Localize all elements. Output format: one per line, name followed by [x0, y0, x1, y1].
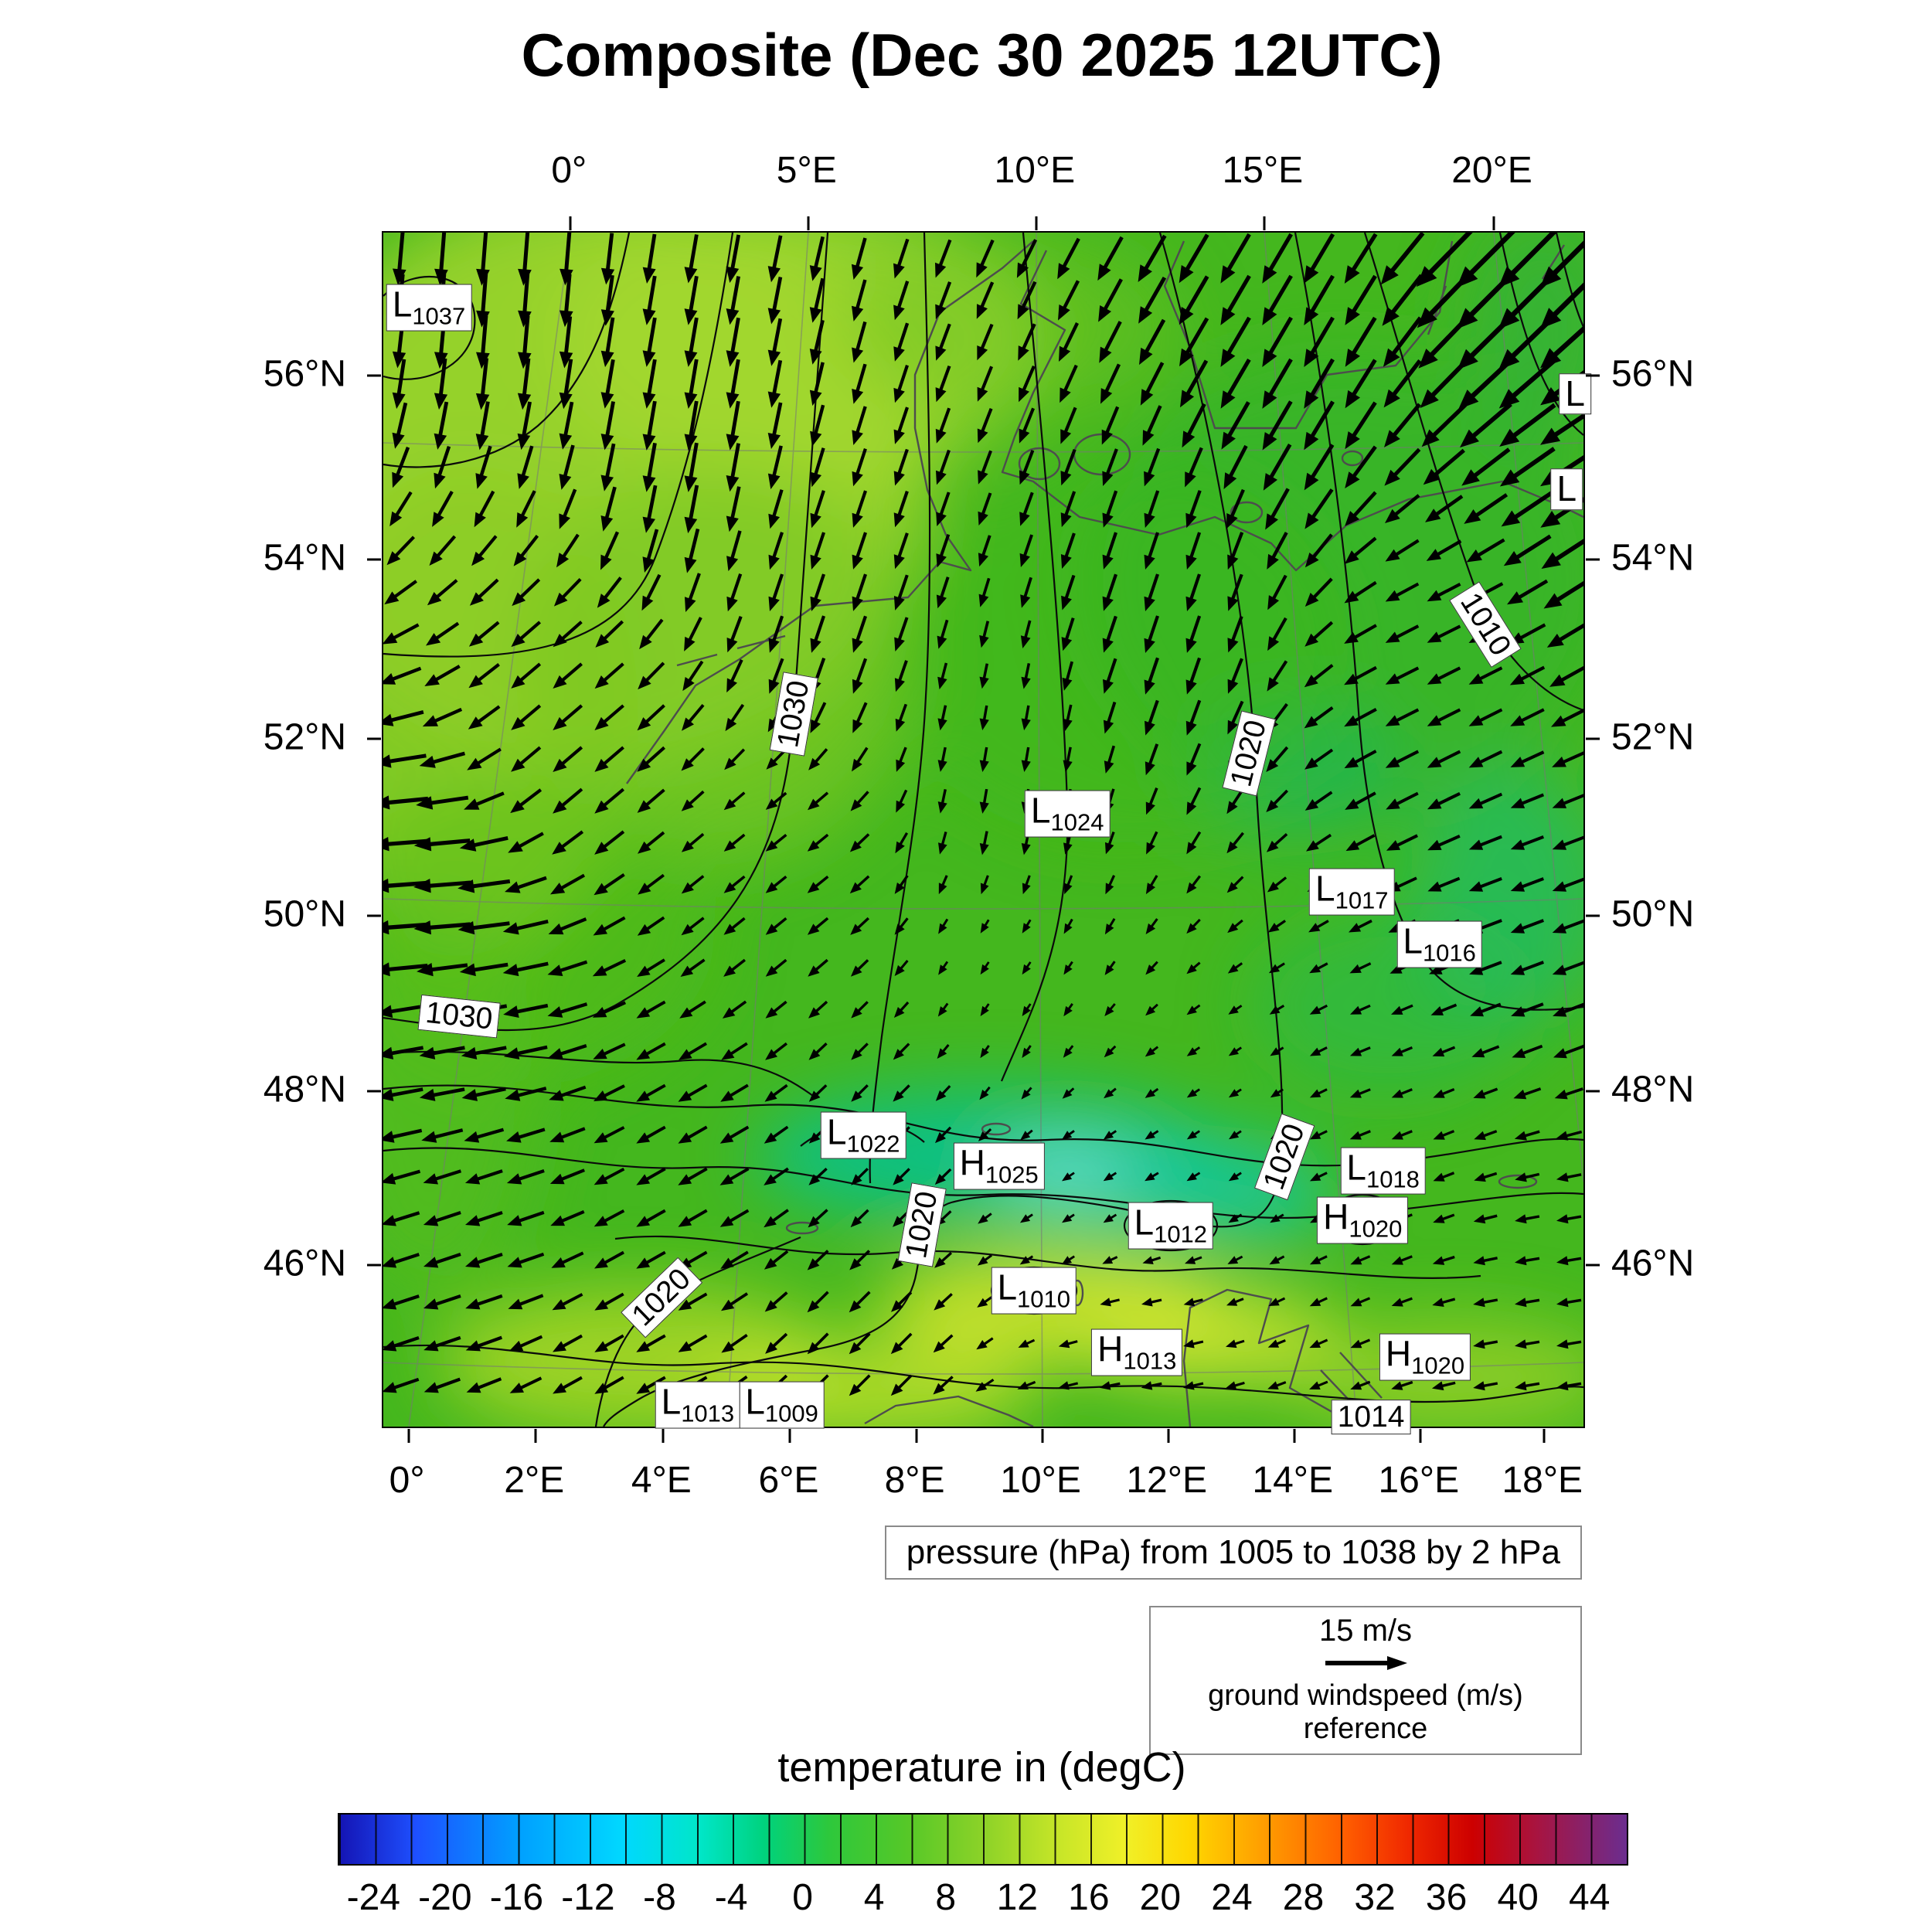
figure-title: Composite (Dec 30 2025 12UTC)	[521, 21, 1443, 89]
axis-tick-label-top: 20°E	[1451, 150, 1532, 191]
wind-legend-caption: ground windspeed (m/s) reference	[1208, 1679, 1523, 1745]
axis-tick-label-bottom: 16°E	[1378, 1460, 1460, 1501]
colorbar-tick-label: -12	[561, 1877, 615, 1918]
axis-tick-label-bottom: 2°E	[504, 1460, 565, 1501]
axis-tick-top	[1492, 216, 1495, 230]
axis-tick-right	[1586, 1090, 1600, 1093]
axis-tick-bottom	[407, 1429, 410, 1443]
axis-tick-label-right: 52°N	[1611, 716, 1695, 758]
axis-tick-label-bottom: 6°E	[758, 1460, 819, 1501]
colorbar-tick-label: -20	[418, 1877, 472, 1918]
colorbar-tick-labels: -24 -20 -16 -12 -8 -4 0 4 8 12 16 20 24 28 32 36 40 44	[338, 1876, 1625, 1923]
longitude-axis-top: 0° 5°E 10°E 15°E 20°E	[382, 144, 1582, 192]
axis-tick-bottom	[915, 1429, 918, 1443]
axis-tick-label-left: 54°N	[263, 537, 346, 579]
axis-tick-bottom	[1041, 1429, 1044, 1443]
axis-tick-label-right: 56°N	[1611, 353, 1695, 395]
axis-tick-label-bottom: 0°	[389, 1460, 425, 1501]
axis-tick-label-right: 54°N	[1611, 537, 1695, 579]
colorbar-tick-label: 32	[1354, 1877, 1396, 1918]
axis-tick-left	[367, 374, 381, 377]
colorbar-tick-label: 8	[935, 1877, 957, 1918]
axis-tick-label-left: 56°N	[263, 353, 346, 395]
colorbar-tick-label: -4	[714, 1877, 748, 1918]
colorbar-tick-label: 44	[1569, 1877, 1611, 1918]
axis-tick-label-right: 48°N	[1611, 1069, 1695, 1111]
axis-tick-bottom	[788, 1429, 791, 1443]
colorbar-segment-ticks	[339, 1815, 1627, 1864]
pressure-caption: pressure (hPa) from 1005 to 1038 by 2 hP…	[884, 1526, 1582, 1580]
axis-tick-bottom	[1293, 1429, 1296, 1443]
latitude-axis-right: 56°N 54°N 52°N 50°N 48°N 46°N	[1599, 231, 1831, 1425]
axis-tick-label-right: 50°N	[1611, 893, 1695, 935]
axis-tick-label-bottom: 4°E	[631, 1460, 692, 1501]
colorbar-tick-label: 40	[1497, 1877, 1539, 1918]
axis-tick-label-bottom: 10°E	[1000, 1460, 1081, 1501]
colorbar-tick-label: 0	[792, 1877, 813, 1918]
axis-tick-right	[1586, 914, 1600, 917]
axis-tick-top	[569, 216, 572, 230]
axis-tick-label-left: 52°N	[263, 716, 346, 758]
axis-tick-bottom	[534, 1429, 537, 1443]
axis-tick-left	[367, 1090, 381, 1093]
colorbar-tick-label: 36	[1425, 1877, 1468, 1918]
colorbar-tick-label: -24	[346, 1877, 400, 1918]
colorbar-tick-label: 4	[863, 1877, 885, 1918]
colorbar-tick-label: 28	[1282, 1877, 1325, 1918]
axis-tick-left	[367, 737, 381, 740]
axis-tick-label-left: 48°N	[263, 1069, 346, 1111]
axis-tick-top	[1263, 216, 1266, 230]
temperature-wind-pressure-map	[383, 233, 1583, 1427]
axis-tick-label-top: 5°E	[776, 150, 837, 191]
axis-tick-label-bottom: 18°E	[1502, 1460, 1583, 1501]
axis-tick-label-top: 15°E	[1222, 150, 1304, 191]
axis-tick-right	[1586, 1264, 1600, 1267]
axis-tick-right	[1586, 374, 1600, 377]
axis-tick-left	[367, 1264, 381, 1267]
colorbar-tick-label: -16	[489, 1877, 544, 1918]
axis-tick-top	[1035, 216, 1038, 230]
colorbar-title: temperature in (degC)	[777, 1744, 1186, 1791]
axis-tick-bottom	[1419, 1429, 1422, 1443]
latitude-axis-left: 56°N 54°N 52°N 50°N 48°N 46°N	[127, 231, 359, 1425]
axis-tick-label-left: 46°N	[263, 1243, 346, 1284]
axis-tick-label-top: 10°E	[994, 150, 1076, 191]
axis-tick-label-right: 46°N	[1611, 1243, 1695, 1284]
colorbar-tick-label: 24	[1211, 1877, 1253, 1918]
axis-tick-left	[367, 558, 381, 561]
wind-reference-speed: 15 m/s	[1318, 1614, 1413, 1648]
axis-tick-label-left: 50°N	[263, 893, 346, 935]
axis-tick-label-bottom: 8°E	[884, 1460, 945, 1501]
colorbar-tick-label: 12	[996, 1877, 1038, 1918]
axis-tick-left	[367, 914, 381, 917]
temperature-colorbar	[338, 1813, 1628, 1866]
axis-tick-label-bottom: 12°E	[1126, 1460, 1207, 1501]
longitude-axis-bottom: 0° 2°E 4°E 6°E 8°E 10°E 12°E 14°E 16°E 18°E	[382, 1454, 1583, 1505]
axis-tick-right	[1586, 558, 1600, 561]
axis-tick-right	[1586, 737, 1600, 740]
axis-tick-top	[807, 216, 810, 230]
axis-tick-bottom	[1543, 1429, 1546, 1443]
wind-legend: 15 m/s ground windspeed (m/s) reference	[1149, 1606, 1582, 1755]
colorbar-tick-label: 20	[1139, 1877, 1182, 1918]
colorbar-tick-label: -8	[643, 1877, 676, 1918]
axis-tick-bottom	[662, 1429, 665, 1443]
map-panel: L1037 L L L1024 L1017 L1016 L1022 H1025 L1012 L10…	[367, 216, 1600, 1443]
axis-tick-label-top: 0°	[551, 150, 587, 191]
axis-tick-bottom	[1167, 1429, 1170, 1443]
wind-reference-arrow-icon	[1325, 1656, 1407, 1670]
axis-tick-label-bottom: 14°E	[1252, 1460, 1334, 1501]
colorbar-tick-label: 16	[1068, 1877, 1110, 1918]
wind-arrow-layer	[383, 233, 1583, 1396]
temperature-field-layer	[383, 233, 1583, 1427]
